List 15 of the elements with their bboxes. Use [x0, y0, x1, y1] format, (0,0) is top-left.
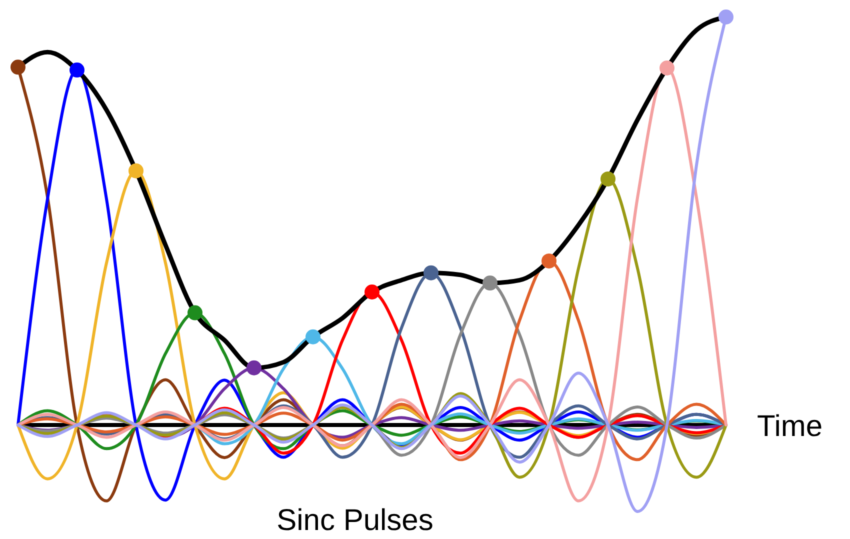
- point: [424, 265, 438, 280]
- point: [306, 329, 320, 344]
- point: [600, 171, 616, 186]
- point: [70, 62, 84, 78]
- point: [718, 10, 734, 24]
- annotation: Sinc Pulses: [276, 504, 434, 537]
- point: [660, 60, 674, 76]
- point: [364, 284, 380, 300]
- x-axis-title: Time: [757, 410, 823, 443]
- point: [542, 253, 556, 268]
- point: [128, 163, 144, 178]
- point: [246, 360, 262, 376]
- point: [482, 276, 498, 291]
- point: [10, 60, 26, 75]
- point: [188, 305, 202, 320]
